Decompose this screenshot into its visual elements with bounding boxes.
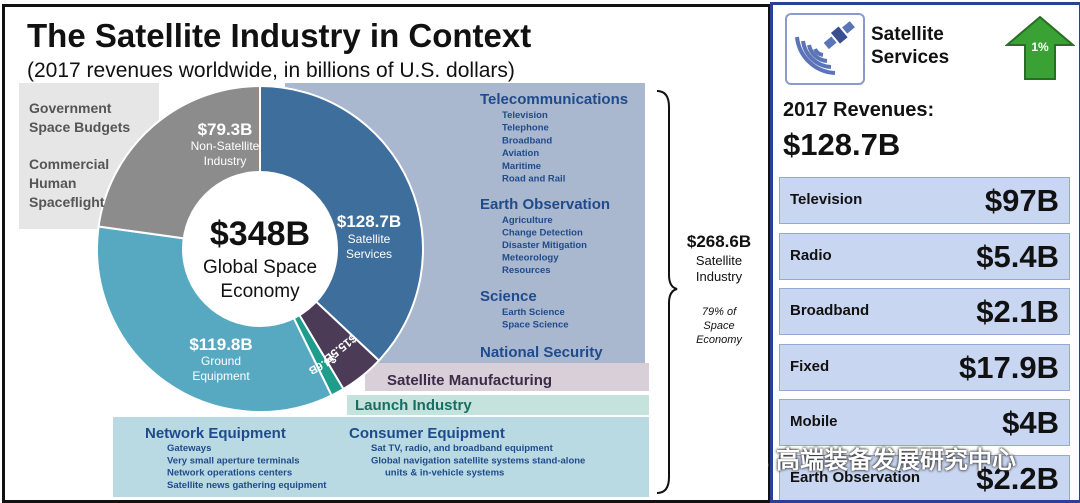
panel-title: Satellite Services <box>871 24 950 68</box>
row-television: Television $97B <box>779 177 1070 224</box>
row-label: Earth Observation <box>790 468 921 486</box>
slice-satellite-services <box>259 84 424 362</box>
science-item: Space Science <box>502 320 569 331</box>
telecom-title: Telecommunications <box>480 91 628 108</box>
row-label: Broadband <box>790 302 870 319</box>
earth-observation-item: Resources <box>502 265 551 276</box>
row-label: Radio <box>790 246 832 264</box>
satellite-manufacturing-title: Satellite Manufacturing <box>387 372 552 389</box>
science-item: Earth Science <box>502 307 565 318</box>
revenue-rows: Television $97B Radio $5.4B Broadband $2.1B… <box>779 177 1070 500</box>
slice-label: Equipment <box>192 369 250 383</box>
slice-label-value: $119.8B <box>189 335 252 354</box>
satellite-icon <box>795 21 855 75</box>
commercial-label: Spaceflight <box>29 194 105 210</box>
commercial-label: Human <box>29 175 76 191</box>
telecom-item: Broadband <box>502 135 552 146</box>
row-label: Fixed <box>790 357 830 375</box>
telecom-item: Telephone <box>502 123 549 134</box>
row-value: $2.2B <box>976 460 1059 496</box>
slice-label-value: $79.3B <box>198 120 253 139</box>
region-launch-bg <box>347 395 649 415</box>
bracket-value: $268.6B <box>687 232 751 251</box>
region-ground-bg <box>113 417 649 497</box>
row-earth-observation: Earth Observation $2.2B <box>779 454 1070 500</box>
science-title: Science <box>480 288 537 305</box>
government-label: Space Budgets <box>29 119 130 135</box>
network-equipment-item: Satellite news gathering equipment <box>167 480 327 491</box>
telecom-item: Maritime <box>502 161 541 172</box>
row-broadband: Broadband $2.1B <box>779 288 1070 335</box>
row-label: Mobile <box>790 413 838 430</box>
slice-label: Satellite <box>348 232 391 246</box>
network-equipment-item: Gateways <box>167 443 211 454</box>
pie-center-hole <box>182 171 338 327</box>
bracket-note: Economy <box>696 334 743 346</box>
earth-observation-title: Earth Observation <box>480 196 610 213</box>
center-value: $348B <box>210 215 310 253</box>
slice-label-value: $128.7B <box>337 212 401 231</box>
wechat-icon <box>730 448 769 475</box>
chart-title: The Satellite Industry in Context <box>27 17 531 54</box>
row-value: $17.9B <box>959 349 1059 385</box>
revenues-value: $128.7B <box>783 127 901 162</box>
commercial-label: Commercial <box>29 156 109 172</box>
chart-subtitle: (2017 revenues worldwide, in billions of… <box>27 59 515 82</box>
earth-observation-item: Meteorology <box>502 253 559 264</box>
center-label: Economy <box>220 281 300 302</box>
satellite-logo <box>785 13 865 85</box>
growth-label: 1% <box>1031 40 1049 54</box>
consumer-equipment-item: Sat TV, radio, and broadband equipment <box>371 443 554 454</box>
bracket-note: 79% of <box>702 306 737 318</box>
satellite-industry-bracket <box>656 90 678 494</box>
consumer-equipment-item: units & in-vehicle systems <box>385 468 504 479</box>
watermark: 高端装备发展研究中心 <box>730 440 1075 476</box>
row-value: $4B <box>1002 405 1059 440</box>
telecom-item: Television <box>502 110 548 121</box>
earth-observation-item: Agriculture <box>502 215 553 226</box>
row-value: $2.1B <box>976 294 1059 329</box>
region-manufacturing-bg <box>365 363 649 391</box>
satellite-services-panel: Satellite Services 1% 2017 Revenues: $12… <box>770 2 1080 503</box>
bracket-label: Industry <box>696 269 743 284</box>
network-equipment-item: Network operations centers <box>167 468 292 479</box>
slice-label: Non-Satellite <box>191 139 260 153</box>
watermark-text: 高端装备发展研究中心 <box>776 447 1016 474</box>
telecom-item: Aviation <box>502 148 539 159</box>
row-value: $5.4B <box>976 238 1059 274</box>
revenues-label: 2017 Revenues: <box>783 99 935 121</box>
growth-arrow-icon: 1% <box>1005 15 1075 80</box>
row-label: Television <box>790 191 863 208</box>
slice-ground-equipment <box>96 225 333 413</box>
row-value: $97B <box>984 183 1059 218</box>
consumer-equipment-title: Consumer Equipment <box>349 425 505 442</box>
chart-panel: $348B Global Space Economy $128.7B Satellite… <box>2 4 771 503</box>
row-mobile: Mobile $4B <box>779 399 1070 446</box>
government-label: Government <box>29 100 112 116</box>
bracket-label: Satellite <box>696 253 742 268</box>
national-security-title: National Security <box>480 344 603 361</box>
earth-observation-item: Change Detection <box>502 228 583 239</box>
launch-industry-title: Launch Industry <box>355 397 472 414</box>
slice-label: Industry <box>204 154 247 168</box>
network-equipment-title: Network Equipment <box>145 425 286 442</box>
telecom-item: Road and Rail <box>502 174 565 185</box>
earth-observation-item: Disaster Mitigation <box>502 240 587 251</box>
row-radio: Radio $5.4B <box>779 232 1070 280</box>
center-label: Global Space <box>203 257 317 278</box>
slice-label: Services <box>346 247 392 261</box>
consumer-equipment-item: Global navigation satellite systems stan… <box>371 455 585 466</box>
slice-label: Ground <box>201 354 241 368</box>
bracket-note: Space <box>703 320 734 332</box>
row-fixed: Fixed $17.9B <box>779 343 1070 391</box>
network-equipment-item: Very small aperture terminals <box>167 455 300 466</box>
